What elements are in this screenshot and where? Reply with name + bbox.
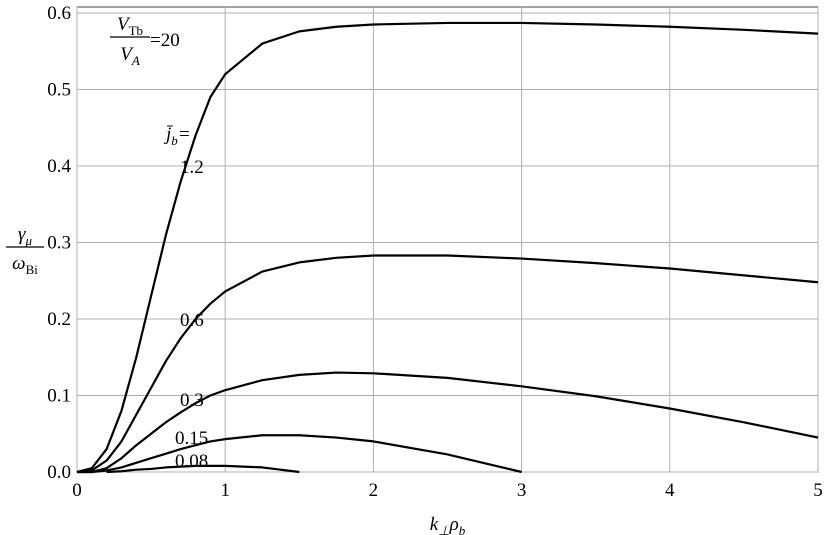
x-tick-label: 3 [517, 480, 527, 501]
y-tick-label: 0.6 [47, 3, 71, 24]
ratio-denominator: VA [120, 44, 140, 68]
subscript: b [171, 133, 178, 148]
text-part: V [120, 44, 134, 65]
ratio-numerator: VTb [117, 14, 143, 38]
series-line [106, 464, 300, 474]
subscript: A [131, 53, 140, 68]
x-tick-label: 1 [220, 480, 230, 501]
ratio-value: =20 [150, 30, 180, 51]
subscript: ⊥ [438, 523, 449, 535]
text-part: ρ [449, 514, 459, 535]
text-part: γ [18, 224, 26, 245]
y-tick-label: 0.5 [47, 80, 71, 101]
series-line [76, 254, 819, 474]
y-axis-label-denominator: ωBi [12, 253, 38, 277]
y-axis-label-numerator: γμ [18, 224, 33, 248]
text-part: ω [12, 253, 25, 274]
x-tick-label: 0 [72, 480, 82, 501]
subscript: b [459, 523, 466, 535]
subscript: Tb [129, 23, 143, 38]
series-label: 1.2 [180, 157, 204, 178]
text-part: V [117, 14, 131, 35]
series-label: 0.6 [180, 310, 204, 331]
subscript: Bi [26, 262, 39, 277]
x-tick-label: 2 [369, 480, 379, 501]
series-line [76, 21, 819, 474]
subscript: μ [24, 233, 32, 248]
x-tick-label: 5 [813, 480, 823, 501]
x-axis-label: k⊥ρb [430, 514, 466, 535]
y-tick-label: 0.0 [47, 462, 71, 483]
y-tick-label: 0.2 [47, 309, 71, 330]
y-tick-label: 0.1 [47, 386, 71, 407]
text-part: = [178, 124, 191, 145]
x-tick-label: 4 [665, 480, 675, 501]
text-part: j̄ [163, 124, 173, 145]
series-line [77, 434, 522, 474]
y-tick-label: 0.3 [47, 233, 71, 254]
legend-title: j̄b= [163, 124, 191, 148]
series-label: 0.3 [180, 390, 204, 411]
text-part: k [430, 514, 439, 535]
series-line [77, 371, 819, 474]
series-label: 0.15 [175, 428, 208, 449]
series-label: 0.08 [175, 451, 208, 472]
y-tick-label: 0.4 [47, 156, 71, 177]
